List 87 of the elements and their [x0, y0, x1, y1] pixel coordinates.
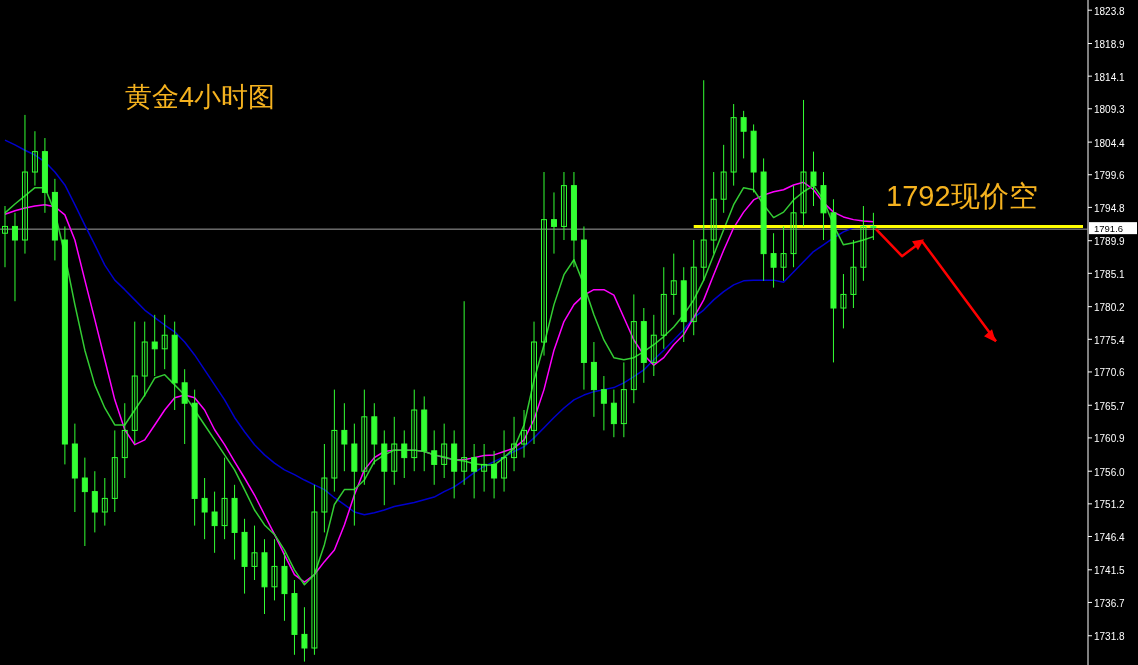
y-tick-label: 1804.4 — [1094, 137, 1126, 149]
candlestick — [111, 429, 118, 513]
y-tick-label: 1756.0 — [1094, 466, 1126, 478]
candlestick — [121, 402, 128, 479]
candlestick — [161, 314, 168, 370]
candlestick — [301, 606, 308, 663]
candlestick — [710, 171, 717, 255]
y-tick-label: 1760.9 — [1094, 433, 1126, 445]
candlestick — [650, 314, 657, 377]
y-tick-label: 1823.8 — [1094, 5, 1126, 17]
candlestick — [850, 239, 857, 309]
candlestick — [151, 314, 158, 377]
y-tick-label: 1741.5 — [1094, 565, 1126, 577]
candlestick — [560, 171, 567, 241]
candlestick — [550, 191, 557, 255]
y-tick-label: 1809.3 — [1094, 104, 1126, 116]
y-tick-label: 1780.2 — [1094, 302, 1126, 314]
candlestick — [341, 402, 348, 472]
candlestick — [740, 110, 747, 159]
candlestick — [331, 389, 338, 493]
candlestick — [361, 389, 368, 486]
y-tick-label: 1751.2 — [1094, 499, 1126, 511]
candlestick — [101, 477, 108, 527]
text: 黄金4小时图 — [125, 82, 276, 112]
candlestick — [271, 538, 278, 601]
candlestick — [630, 293, 637, 404]
candlestick — [620, 361, 627, 438]
y-tick-label: 1799.6 — [1094, 170, 1126, 182]
candlestick — [720, 144, 727, 214]
candlestick — [690, 239, 697, 336]
candlestick — [870, 212, 877, 241]
candlestick — [541, 171, 547, 357]
candlestick — [840, 273, 847, 329]
candlestick — [491, 450, 498, 499]
y-tick-label: 1785.1 — [1094, 268, 1126, 280]
candlestick — [221, 457, 228, 540]
y-tick-label: 1818.9 — [1094, 39, 1126, 51]
candlestick — [311, 484, 318, 656]
candlestick — [700, 79, 707, 282]
y-tick-label: 1731.8 — [1094, 631, 1126, 643]
candlestick — [471, 443, 478, 499]
y-tick-label: 1736.7 — [1094, 597, 1126, 609]
candlestick — [411, 389, 418, 472]
candlestick — [800, 99, 807, 227]
candlestick — [81, 457, 88, 547]
candlestick — [780, 225, 787, 282]
candlestick — [481, 443, 488, 493]
candlestick — [730, 103, 737, 187]
candlestick — [770, 232, 777, 289]
y-tick-label: 1770.6 — [1094, 367, 1126, 379]
candlestick — [201, 477, 208, 540]
candlestick — [91, 470, 98, 533]
y-tick-label: 1789.9 — [1094, 236, 1126, 248]
y-tick-label: 1794.8 — [1094, 202, 1126, 214]
candlestick — [600, 375, 607, 431]
candlestick — [461, 300, 468, 486]
candlestick — [660, 266, 667, 350]
candlestick — [131, 321, 138, 445]
candlestick — [211, 491, 218, 554]
candlestick — [1, 205, 8, 268]
candlestick — [670, 253, 677, 316]
y-tick-label: 1814.1 — [1094, 71, 1126, 83]
y-tick-label: 1765.7 — [1094, 400, 1126, 412]
candlestick — [21, 114, 28, 255]
candlestick — [141, 321, 148, 397]
candlestick — [401, 429, 408, 479]
annotation: 1792现价空 — [886, 180, 1038, 213]
candlestick — [181, 368, 188, 445]
y-tick-label: 1746.4 — [1094, 531, 1126, 543]
candlestick — [610, 389, 617, 438]
candlestick — [501, 429, 508, 493]
candlestick — [810, 151, 817, 207]
candlestick — [251, 525, 258, 581]
ref-line-label: 1791.6 — [1094, 222, 1124, 234]
candlestick — [511, 416, 518, 472]
candlestick — [441, 423, 448, 479]
candlestick — [11, 212, 18, 302]
candlestick — [321, 443, 328, 533]
candlestick — [790, 185, 797, 268]
candlestick — [31, 130, 38, 187]
candlestick — [391, 416, 398, 486]
candlestick — [431, 429, 438, 486]
candlestick — [521, 409, 528, 459]
line-series — [4, 139, 875, 516]
candlestick — [860, 205, 867, 282]
y-tick-label: 1775.4 — [1094, 334, 1126, 346]
candlestick — [531, 321, 538, 445]
